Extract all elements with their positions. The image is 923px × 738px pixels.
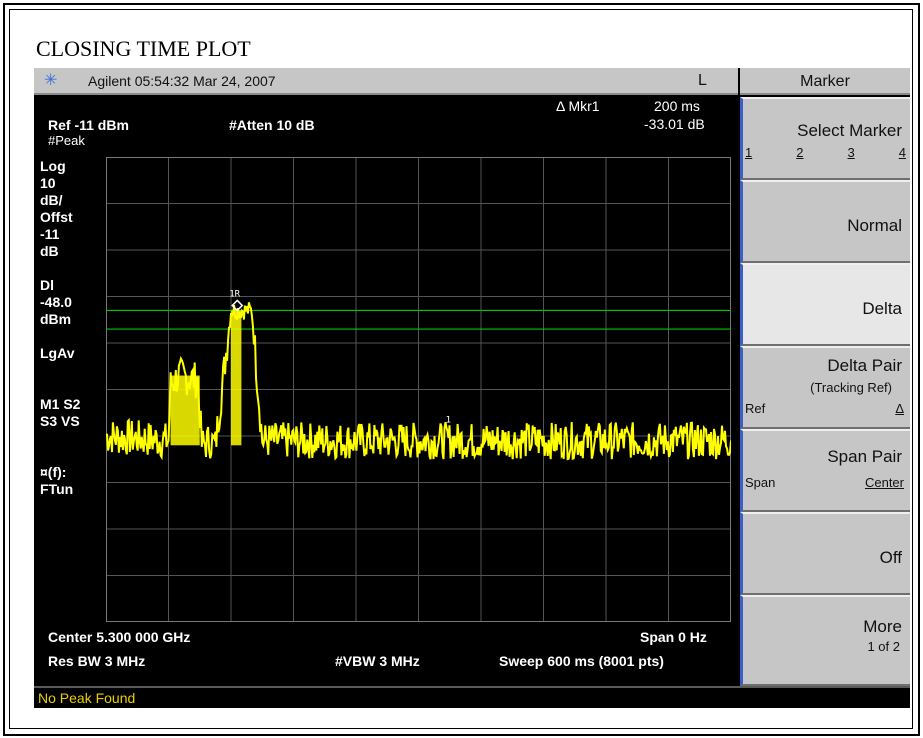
ref-level: Ref -11 dBm <box>48 117 129 133</box>
span-pair-center: Center <box>864 475 904 490</box>
agilent-spark-icon: ✳ <box>44 72 58 89</box>
left-annotation-line: dB <box>40 243 59 259</box>
delta-label: Delta <box>862 299 902 318</box>
local-status: L <box>698 72 707 89</box>
normal-softkey[interactable]: Normal <box>740 180 910 263</box>
status-message: No Peak Found <box>38 690 136 706</box>
select-marker-softkey[interactable]: Select Marker 1 2 3 4 <box>740 97 910 180</box>
more-softkey[interactable]: More 1 of 2 <box>740 595 910 686</box>
delta-pair-delta: Δ <box>895 401 904 416</box>
left-annotation-line <box>40 430 80 447</box>
burst-block <box>231 310 242 446</box>
video-bandwidth: #VBW 3 MHz <box>335 653 420 669</box>
resolution-bandwidth: Res BW 3 MHz <box>48 653 146 669</box>
center-frequency: Center 5.300 000 GHz <box>48 629 191 645</box>
delta-pair-ref: Ref <box>745 401 766 416</box>
off-softkey[interactable]: Off <box>740 512 910 595</box>
left-annotation-line: Log <box>40 158 66 174</box>
reference-marker-diamond <box>231 299 244 312</box>
plot-border <box>106 157 731 622</box>
left-annotation-line <box>40 260 80 277</box>
detector-peak: #Peak <box>48 133 85 148</box>
marker-number-options: 1 2 3 4 <box>745 145 906 160</box>
document-title: CLOSING TIME PLOT <box>36 36 251 61</box>
measurement-trace <box>106 302 731 461</box>
left-annotation-line: 10 <box>40 175 56 191</box>
attenuation: #Atten 10 dB <box>229 117 315 133</box>
marker-label: Δ Mkr1 <box>556 98 600 114</box>
left-annotation-line: Offst <box>40 209 73 225</box>
left-annotation-line: -11 <box>40 226 60 242</box>
left-annotation-line <box>40 379 80 396</box>
sweep-time: Sweep 600 ms (8001 pts) <box>499 653 664 669</box>
span-pair-softkey[interactable]: Span Pair Span Center <box>740 429 910 512</box>
tracking-ref-label: (Tracking Ref) <box>810 380 892 395</box>
left-annotation-line <box>40 362 80 379</box>
delta-softkey[interactable]: Delta <box>740 263 910 346</box>
left-annotation-line: FTun <box>40 481 74 497</box>
delta-pair-softkey[interactable]: Delta Pair (Tracking Ref) Ref Δ <box>740 346 910 429</box>
more-label: More <box>863 617 902 636</box>
outer-border <box>3 3 920 736</box>
left-annotation-line: M1 S2 <box>40 396 81 412</box>
left-annotations: Log 10 dB/Offst -11 dB Dl -48.0 dBm LgAv M1 S2… <box>40 158 80 498</box>
delta-marker-label: 1 <box>446 416 451 426</box>
inner-border <box>9 9 913 729</box>
marker-option-2[interactable]: 2 <box>796 145 804 160</box>
analyzer-screen: ✳ Agilent 05:54:32 Mar 24, 2007 L Marker… <box>34 68 910 708</box>
left-annotation-line: ¤(f): <box>40 464 67 480</box>
left-annotation-line <box>40 328 80 345</box>
select-marker-label: Select Marker <box>797 121 902 140</box>
status-bar: No Peak Found <box>34 686 910 708</box>
marker-x-value: 200 ms <box>654 98 700 114</box>
delta-pair-label: Delta Pair <box>827 356 902 375</box>
left-annotation-line: dBm <box>40 311 72 327</box>
off-label: Off <box>879 548 902 567</box>
brand-timestamp: Agilent 05:54:32 Mar 24, 2007 <box>88 73 276 89</box>
span-pair-label: Span Pair <box>827 447 902 466</box>
left-annotation-line: S3 VS <box>40 413 80 429</box>
marker-y-value: -33.01 dB <box>644 116 705 132</box>
left-annotation-line: -48.0 <box>40 294 72 310</box>
marker-option-1[interactable]: 1 <box>745 145 753 160</box>
normal-label: Normal <box>847 216 902 235</box>
more-page-indicator: 1 of 2 <box>867 639 900 654</box>
left-annotation-line: dB/ <box>40 192 63 208</box>
left-annotation-line: Dl <box>40 277 54 293</box>
reference-marker-label: 1R <box>229 289 240 299</box>
trace-plot: 1R 1 <box>106 157 731 622</box>
marker-option-4[interactable]: 4 <box>898 145 906 160</box>
title-bar: ✳ Agilent 05:54:32 Mar 24, 2007 L <box>34 68 738 95</box>
span-pair-span: Span <box>745 475 776 490</box>
menu-title: Marker <box>740 68 910 95</box>
left-annotation-line: LgAv <box>40 345 75 361</box>
span: Span 0 Hz <box>640 629 707 645</box>
marker-option-3[interactable]: 3 <box>847 145 855 160</box>
left-annotation-line <box>40 447 80 464</box>
burst-block <box>170 375 200 446</box>
